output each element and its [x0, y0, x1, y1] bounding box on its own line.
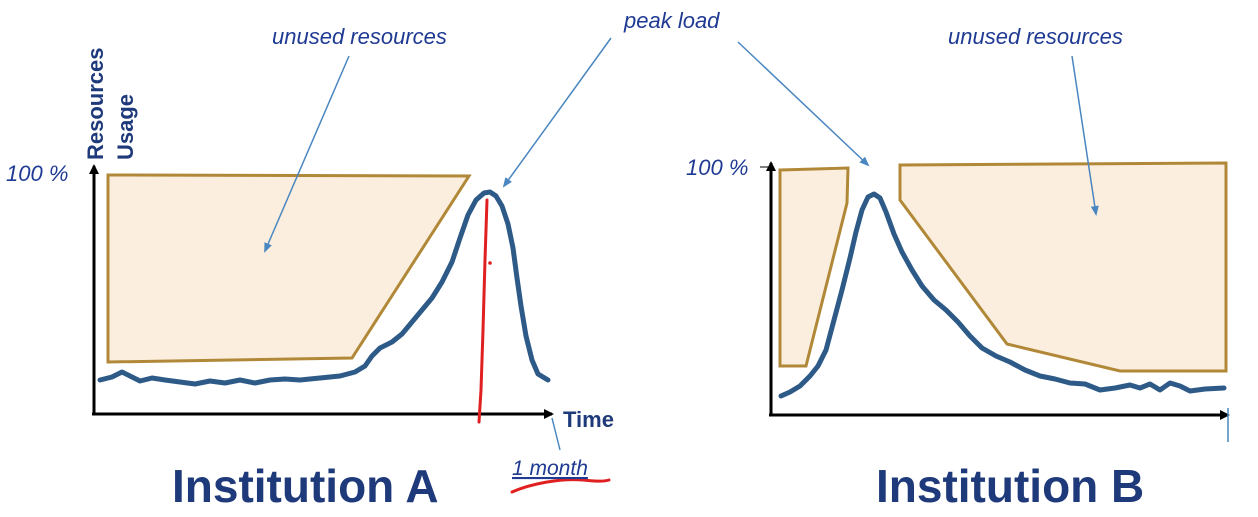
one-month-tick: [551, 417, 561, 451]
arrow-unused-b: [1071, 55, 1099, 216]
peak-load-annotation: peak load: [502, 8, 870, 188]
panel-title-b: Institution B: [876, 460, 1144, 512]
red-marker-line: [477, 198, 489, 424]
y-axis-label-resources: Resources: [83, 47, 108, 160]
one-month-label: 1 month: [512, 457, 588, 480]
y-axis-label-usage: Usage: [113, 94, 138, 160]
hundred-percent-label-a: 100 %: [6, 161, 68, 186]
unused-resources-region-a: [106, 173, 472, 364]
panel-institution-b: 100 % unused resources Institution B: [686, 24, 1230, 512]
arrow-unused-a: [264, 55, 350, 253]
one-month-underline: [510, 478, 611, 494]
x-axis-label-time: Time: [563, 407, 614, 432]
panel-title-a: Institution A: [172, 460, 439, 512]
load-curve-a: [97, 189, 551, 387]
red-marker-dot: [488, 261, 492, 265]
arrow-peak-b: [737, 41, 870, 167]
hundred-percent-label-b: 100 %: [686, 155, 748, 180]
unused-resources-label-b: unused resources: [948, 24, 1123, 49]
unused-resources-label-a: unused resources: [272, 24, 447, 49]
arrow-peak-a: [502, 37, 612, 188]
panel-institution-a: 100 % Resources Usage Time 1 month unuse…: [6, 24, 614, 512]
peak-load-label: peak load: [623, 8, 720, 33]
load-curve-b: [778, 191, 1227, 399]
unused-resources-region-b-left: [778, 166, 850, 368]
unused-resources-region-b-right: [898, 161, 1228, 373]
